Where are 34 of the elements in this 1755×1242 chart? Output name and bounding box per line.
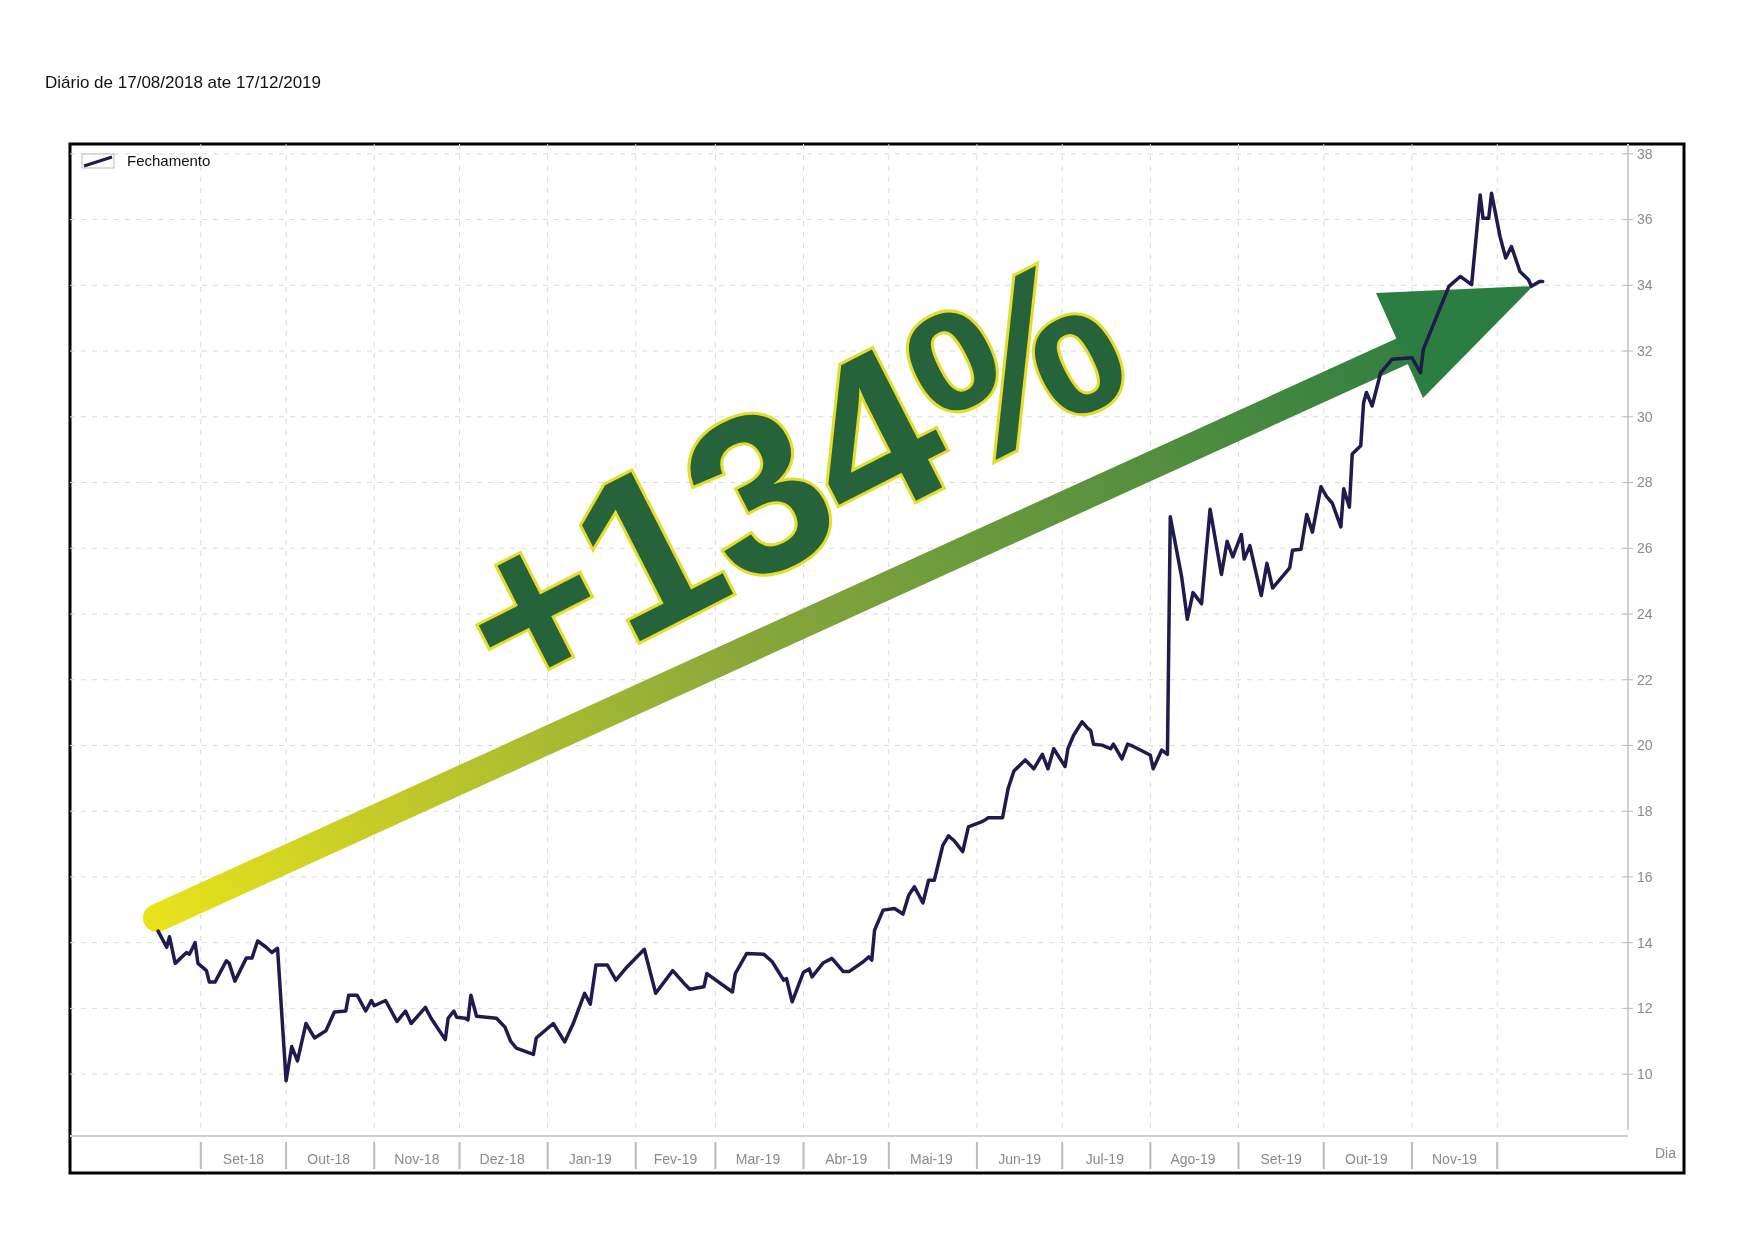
line-series <box>156 191 1545 1083</box>
x-tick-label: Set-19 <box>1260 1151 1302 1167</box>
x-axis-title: Dia <box>1654 1145 1677 1161</box>
x-tick-label: Out-19 <box>1345 1151 1389 1167</box>
y-tick-label: 28 <box>1637 474 1653 491</box>
y-tick-label: 30 <box>1637 408 1653 425</box>
y-tick-label: 38 <box>1637 145 1653 162</box>
y-tick-label: 34 <box>1637 277 1653 294</box>
x-tick-label: Nov-18 <box>394 1151 440 1167</box>
y-tick-label: 12 <box>1637 1000 1653 1017</box>
y-tick-label: 18 <box>1637 803 1653 820</box>
x-tick-label: Fev-19 <box>653 1151 698 1167</box>
y-tick-label: 20 <box>1637 737 1653 754</box>
legend-label: Fechamento <box>127 152 211 170</box>
y-tick-label: 24 <box>1637 605 1653 622</box>
y-tick-label: 26 <box>1637 540 1653 557</box>
y-tick-label: 22 <box>1637 671 1653 688</box>
x-tick-label: Set-18 <box>222 1151 265 1167</box>
x-tick-label: Dez-18 <box>479 1151 525 1167</box>
y-tick-label: 32 <box>1637 342 1653 359</box>
x-tick-label: Nov-19 <box>1432 1151 1478 1167</box>
x-tick-label: Mai-19 <box>910 1151 954 1167</box>
x-tick-label: Jul-19 <box>1085 1151 1125 1167</box>
x-tick-label: Abr-19 <box>825 1151 868 1167</box>
x-tick-label: Out-18 <box>307 1151 351 1167</box>
y-tick-label: 16 <box>1637 868 1653 885</box>
x-tick-label: Ago-19 <box>1170 1151 1216 1167</box>
y-tick-label: 10 <box>1637 1066 1653 1083</box>
x-tick-label: Mar-19 <box>735 1151 781 1167</box>
chart-title: Diário de 17/08/2018 ate 17/12/2019 <box>45 73 322 92</box>
y-tick-label: 14 <box>1637 934 1653 951</box>
x-tick-label: Jun-19 <box>998 1151 1042 1167</box>
y-tick-label: 36 <box>1637 211 1653 228</box>
x-tick-label: Jan-19 <box>568 1151 612 1167</box>
